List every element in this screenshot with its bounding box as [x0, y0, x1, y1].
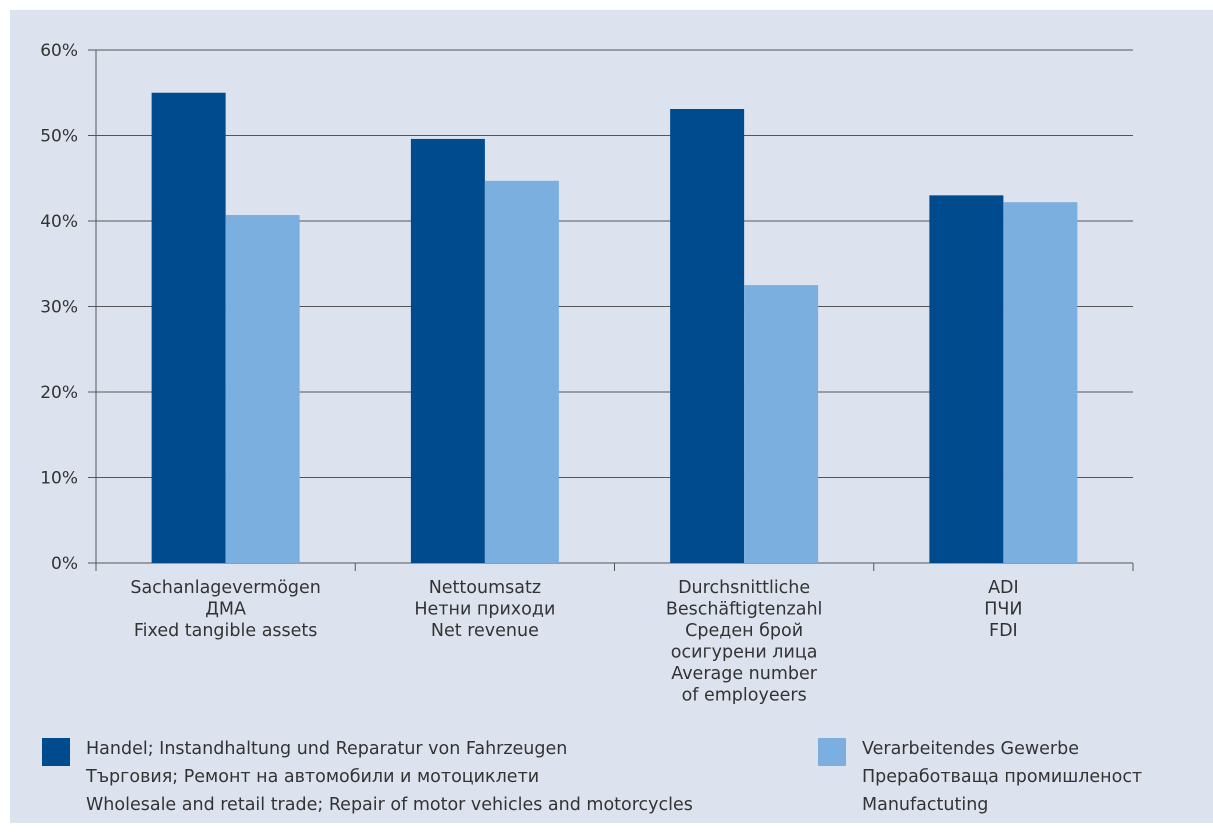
bar-manufacturing	[484, 180, 559, 563]
x-category-label-line: ADI	[988, 578, 1019, 598]
x-category-label-line: of employeers	[682, 686, 807, 706]
legend-label-line: Преработваща промишленост	[862, 767, 1143, 787]
bar-trade	[410, 138, 485, 564]
x-category-label-line: Fixed tangible assets	[134, 621, 318, 641]
x-category-label-line: Average number	[671, 664, 818, 684]
x-category-label-line: Sachanlagevermögen	[130, 578, 321, 598]
y-tick-label: 10%	[40, 469, 78, 489]
legend-swatch-2	[818, 738, 846, 766]
bar-trade	[670, 108, 745, 564]
x-category-label-line: Beschäftigtenzahl	[666, 600, 823, 620]
bar-chart: 0% 10% 20% 30% 40% 50% 60% Sachanlagevermögen ДМ…	[40, 41, 1134, 706]
y-tick-label: 30%	[40, 298, 78, 318]
bar-manufacturing	[225, 215, 300, 563]
legend-label-line: Handel; Instandhaltung und Reparatur von…	[86, 739, 568, 759]
y-tick-label: 60%	[40, 41, 78, 61]
x-category-label-line: Нетни приходи	[414, 600, 555, 620]
y-tick-label: 40%	[40, 212, 78, 232]
x-category-label: ADI ПЧИ FDI	[984, 578, 1022, 641]
legend-item-1: Handel; Instandhaltung und Reparatur von…	[42, 735, 693, 819]
bar-manufacturing	[1003, 202, 1078, 563]
x-category-label-line: ДМА	[205, 600, 246, 620]
x-category-label-line: Nettoumsatz	[429, 578, 541, 598]
chart-panel: 0% 10% 20% 30% 40% 50% 60% Sachanlagevermögen ДМ…	[10, 10, 1213, 823]
x-category-label-line: осигурени лица	[671, 643, 818, 663]
legend-label-line: Manufactuting	[862, 795, 989, 815]
x-category-label-line: ПЧИ	[984, 600, 1022, 620]
legend-label-line: Търговия; Ремонт на автомобили и мотоцик…	[86, 767, 540, 787]
x-category-label-line: Среден брой	[685, 621, 803, 641]
x-category-label-line: Durchsnittliche	[678, 578, 810, 598]
legend-item-2: Verarbeitendes Gewerbe Преработваща пром…	[818, 735, 1142, 819]
x-category-label: Durchsnittliche Beschäftigtenzahl Среден б…	[666, 578, 823, 706]
legend-label-line: Wholesale and retail trade; Repair of mo…	[86, 795, 693, 815]
y-tick-label: 20%	[40, 383, 78, 403]
x-category-label-line: FDI	[989, 621, 1018, 641]
y-tick-label: 0%	[51, 554, 78, 574]
x-category-label-line: Net revenue	[431, 621, 539, 641]
legend-swatch-1	[42, 738, 70, 766]
bar-trade	[929, 195, 1004, 563]
y-tick-label: 50%	[40, 127, 78, 147]
x-category-label: Nettoumsatz Нетни приходи Net revenue	[414, 578, 555, 641]
legend-label-line: Verarbeitendes Gewerbe	[862, 739, 1079, 759]
x-category-label: Sachanlagevermögen ДМА Fixed tangible asse…	[130, 578, 321, 641]
bar-manufacturing	[744, 285, 819, 563]
bar-trade	[151, 92, 226, 563]
